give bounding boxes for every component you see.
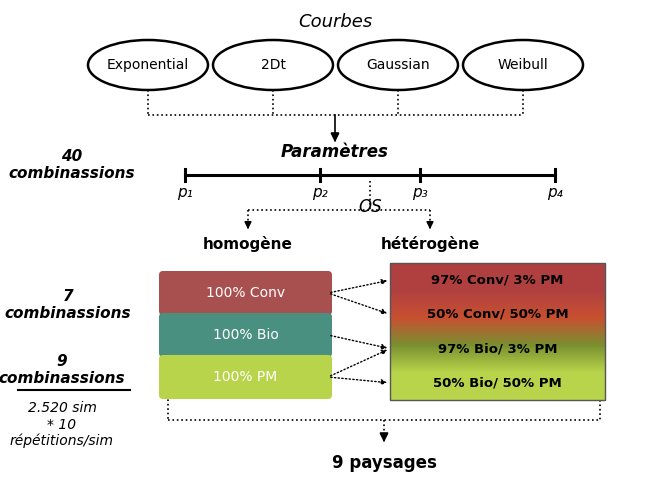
Text: Paramètres: Paramètres — [281, 143, 389, 161]
FancyBboxPatch shape — [159, 271, 332, 315]
Bar — [390, 263, 605, 400]
Text: p₄: p₄ — [547, 185, 563, 199]
Text: Exponential: Exponential — [107, 58, 189, 72]
Text: 2.520 sim
* 10
répétitions/sim: 2.520 sim * 10 répétitions/sim — [10, 402, 114, 448]
Text: p₂: p₂ — [312, 185, 328, 199]
Text: 7
combinassions: 7 combinassions — [5, 289, 132, 321]
Text: OS: OS — [358, 198, 382, 216]
Text: 100% PM: 100% PM — [214, 370, 277, 384]
FancyBboxPatch shape — [159, 313, 332, 357]
Text: 2Dt: 2Dt — [260, 58, 286, 72]
Text: Weibull: Weibull — [497, 58, 548, 72]
Text: 97% Conv/ 3% PM: 97% Conv/ 3% PM — [432, 273, 564, 287]
Text: 9 paysages: 9 paysages — [331, 454, 436, 472]
Text: 100% Bio: 100% Bio — [213, 328, 279, 342]
Text: 40
combinassions: 40 combinassions — [8, 149, 135, 181]
Text: 50% Bio/ 50% PM: 50% Bio/ 50% PM — [433, 377, 562, 389]
Text: 9
combinassions: 9 combinassions — [0, 354, 125, 386]
Text: 97% Bio/ 3% PM: 97% Bio/ 3% PM — [437, 342, 557, 355]
Text: p₁: p₁ — [177, 185, 193, 199]
Text: 100% Conv: 100% Conv — [206, 286, 285, 300]
FancyBboxPatch shape — [159, 355, 332, 399]
Text: Gaussian: Gaussian — [366, 58, 430, 72]
Text: homogène: homogène — [203, 236, 293, 252]
Text: p₃: p₃ — [412, 185, 428, 199]
Text: Courbes: Courbes — [298, 13, 372, 31]
Text: hétérogène: hétérogène — [380, 236, 480, 252]
Text: 50% Conv/ 50% PM: 50% Conv/ 50% PM — [426, 308, 568, 321]
